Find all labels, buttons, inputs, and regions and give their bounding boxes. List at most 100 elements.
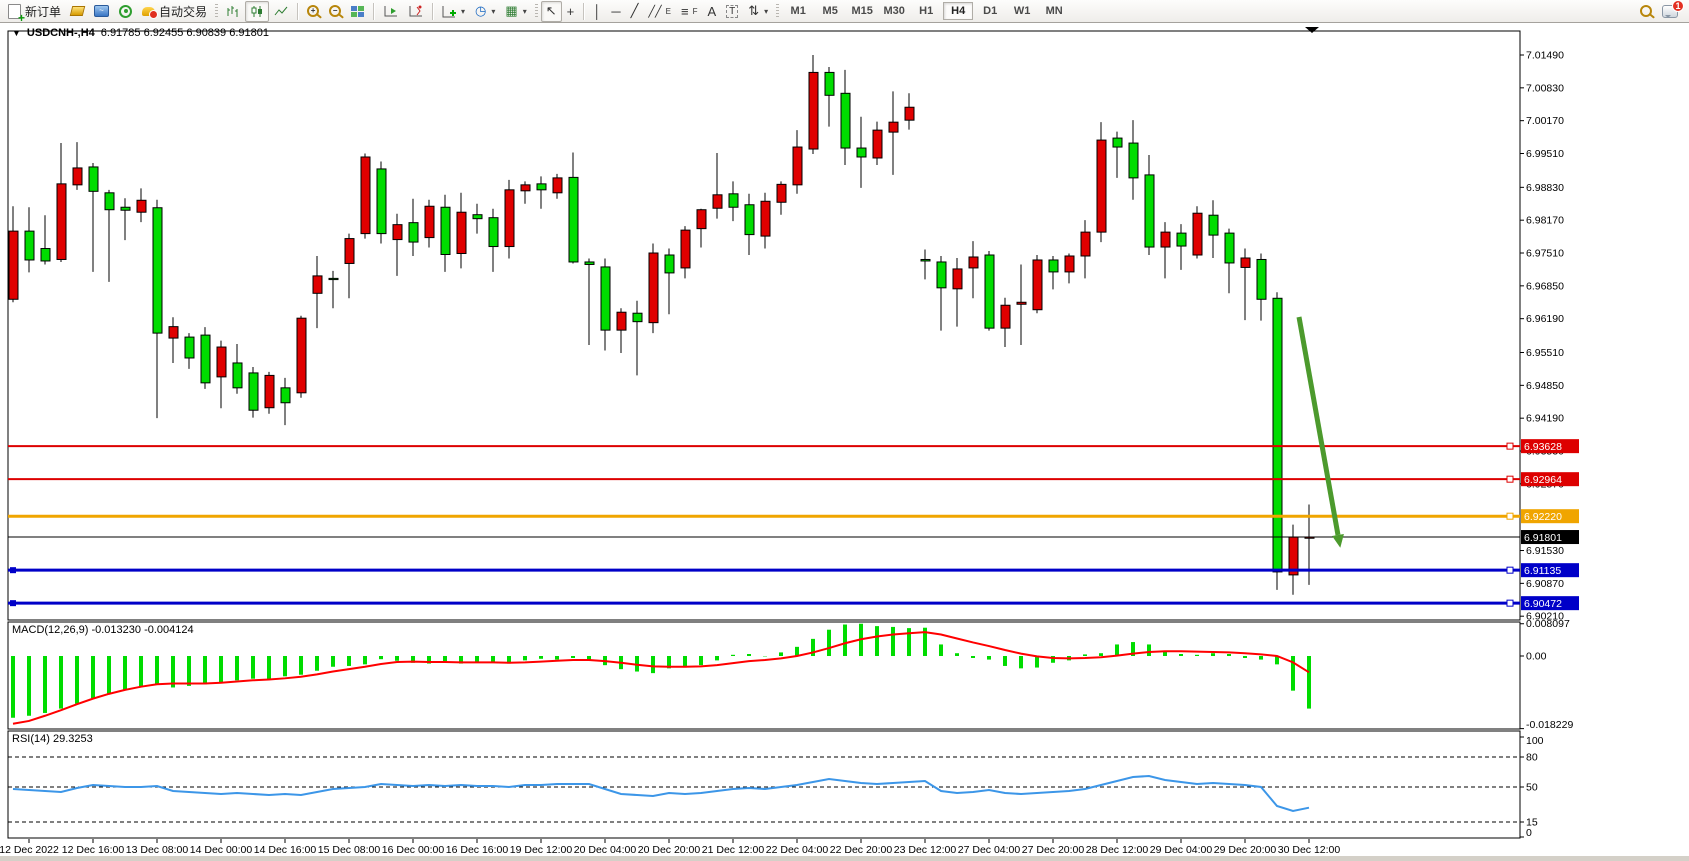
candle xyxy=(88,166,99,192)
timeframe-m30-button[interactable]: M30 xyxy=(883,5,905,17)
fibonacci-icon: ≡ xyxy=(680,3,689,19)
annotation-arrowhead[interactable] xyxy=(1332,533,1344,548)
history-center-button[interactable]: ~ xyxy=(89,1,114,22)
template-dropdown-button[interactable]: ▦ ▾ xyxy=(500,1,531,22)
candle xyxy=(776,183,787,203)
svg-text:6.91135: 6.91135 xyxy=(1524,565,1561,577)
gold-chart-button[interactable] xyxy=(66,1,89,22)
arrows-tool-icon: ⇅ xyxy=(748,3,760,18)
search-icon[interactable] xyxy=(1640,5,1652,17)
candle xyxy=(120,206,131,211)
chart-objects-dropdown-icon[interactable]: ▼ xyxy=(12,28,21,38)
svg-text:16 Dec 00:00: 16 Dec 00:00 xyxy=(382,844,445,856)
candle xyxy=(360,156,371,235)
zoom-in-button[interactable]: + xyxy=(302,1,324,22)
timeframe-m15-button[interactable]: M15 xyxy=(851,5,873,17)
candle xyxy=(296,317,307,394)
fibonacci-tool-button[interactable]: ≡ F xyxy=(676,1,702,22)
candle xyxy=(152,207,163,334)
svg-text:6.98170: 6.98170 xyxy=(1526,215,1564,227)
svg-text:50: 50 xyxy=(1526,782,1538,794)
level-handle[interactable] xyxy=(1506,442,1514,450)
auto-trading-label: 自动交易 xyxy=(159,4,208,19)
candle xyxy=(904,106,915,121)
candle xyxy=(72,167,83,186)
svg-text:6.94850: 6.94850 xyxy=(1526,380,1564,392)
candle xyxy=(680,229,691,269)
svg-text:6.90472: 6.90472 xyxy=(1524,598,1562,610)
vertical-line-tool-button[interactable]: │ xyxy=(588,1,606,22)
svg-text:0.00: 0.00 xyxy=(1526,651,1547,663)
candle xyxy=(104,192,115,211)
candle xyxy=(1160,231,1171,248)
candle xyxy=(632,312,643,323)
horizontal-line-tool-button[interactable]: ─ xyxy=(606,1,625,22)
chat-icon[interactable]: 1 xyxy=(1662,0,1684,18)
timeframe-h1-button[interactable]: H1 xyxy=(919,5,934,17)
level-handle[interactable] xyxy=(10,600,16,607)
cursor-tool-button[interactable]: ↖ xyxy=(540,0,562,22)
chart-shift-button[interactable] xyxy=(403,1,428,22)
candle xyxy=(1096,139,1107,233)
crosshair-tool-button[interactable]: + xyxy=(562,1,580,22)
crosshair-icon: + xyxy=(566,3,575,19)
svg-text:15: 15 xyxy=(1526,817,1538,829)
timeframe-w1-button[interactable]: W1 xyxy=(1013,5,1031,17)
svg-text:6.90870: 6.90870 xyxy=(1526,578,1564,590)
svg-text:20 Dec 04:00: 20 Dec 04:00 xyxy=(574,844,637,856)
candle xyxy=(1208,214,1219,236)
svg-text:7.01490: 7.01490 xyxy=(1526,50,1564,62)
timeframe-mn-button[interactable]: MN xyxy=(1045,5,1063,17)
timeframe-h4-button[interactable]: H4 xyxy=(943,2,974,20)
zoom-out-button[interactable]: − xyxy=(324,1,346,22)
rsi-line xyxy=(12,774,1310,813)
auto-scroll-icon xyxy=(384,5,398,16)
auto-trading-button[interactable]: 自动交易 xyxy=(137,1,212,22)
channel-tool-button[interactable]: ╱╱ E xyxy=(643,1,676,22)
chart-shift-marker[interactable] xyxy=(1305,27,1319,33)
level-handle[interactable] xyxy=(1506,512,1514,520)
timeframe-m5-button[interactable]: M5 xyxy=(822,5,838,17)
auto-scroll-button[interactable] xyxy=(378,1,403,22)
market-watch-button[interactable] xyxy=(114,1,137,22)
arrows-tool-button[interactable]: ⇅ ▾ xyxy=(743,1,773,22)
candle xyxy=(1192,212,1203,256)
svg-text:6.90210: 6.90210 xyxy=(1526,611,1564,623)
toolbar-grip xyxy=(215,3,219,19)
svg-text:29 Dec 20:00: 29 Dec 20:00 xyxy=(1214,844,1277,856)
trendline-icon: ╱ xyxy=(630,3,639,18)
line-chart-button[interactable] xyxy=(269,1,293,22)
svg-text:6.93628: 6.93628 xyxy=(1524,441,1562,453)
level-handle[interactable] xyxy=(1506,566,1514,574)
level-handle[interactable] xyxy=(1506,599,1514,607)
candlestick-chart-button[interactable] xyxy=(245,0,270,22)
svg-text:14 Dec 16:00: 14 Dec 16:00 xyxy=(254,844,317,856)
tile-windows-button[interactable] xyxy=(346,1,369,22)
new-order-button[interactable]: 新订单 xyxy=(3,1,66,24)
rsi-pane-frame xyxy=(7,730,1521,839)
text-label-icon: T xyxy=(726,4,739,18)
level-lines xyxy=(8,442,1520,607)
toolbar-grip xyxy=(776,3,780,19)
candle xyxy=(824,71,835,96)
timeframe-m1-button[interactable]: M1 xyxy=(790,5,806,17)
candle xyxy=(1144,174,1155,248)
text-label-tool-button[interactable]: T xyxy=(721,1,743,22)
new-order-label: 新订单 xyxy=(25,4,62,19)
toolbar: 新订单 ~ 自动交易 + − xyxy=(0,0,1689,24)
bar-chart-button[interactable] xyxy=(221,1,245,22)
cursor-icon: ↖ xyxy=(545,3,557,18)
text-tool-button[interactable]: A xyxy=(702,1,721,22)
period-dropdown-button[interactable]: ◷ ▾ xyxy=(470,1,500,22)
bar-chart-icon xyxy=(227,5,238,17)
toolbar-grip xyxy=(534,3,538,19)
trendline-tool-button[interactable]: ╱ xyxy=(626,1,644,22)
candle xyxy=(600,266,611,331)
svg-text:7.00170: 7.00170 xyxy=(1526,115,1564,127)
timeframe-d1-button[interactable]: D1 xyxy=(983,5,998,17)
level-handle[interactable] xyxy=(1506,475,1514,483)
level-handle[interactable] xyxy=(10,567,16,574)
annotation-arrow[interactable] xyxy=(1296,316,1341,536)
add-indicator-button[interactable]: ▾ xyxy=(437,1,470,22)
